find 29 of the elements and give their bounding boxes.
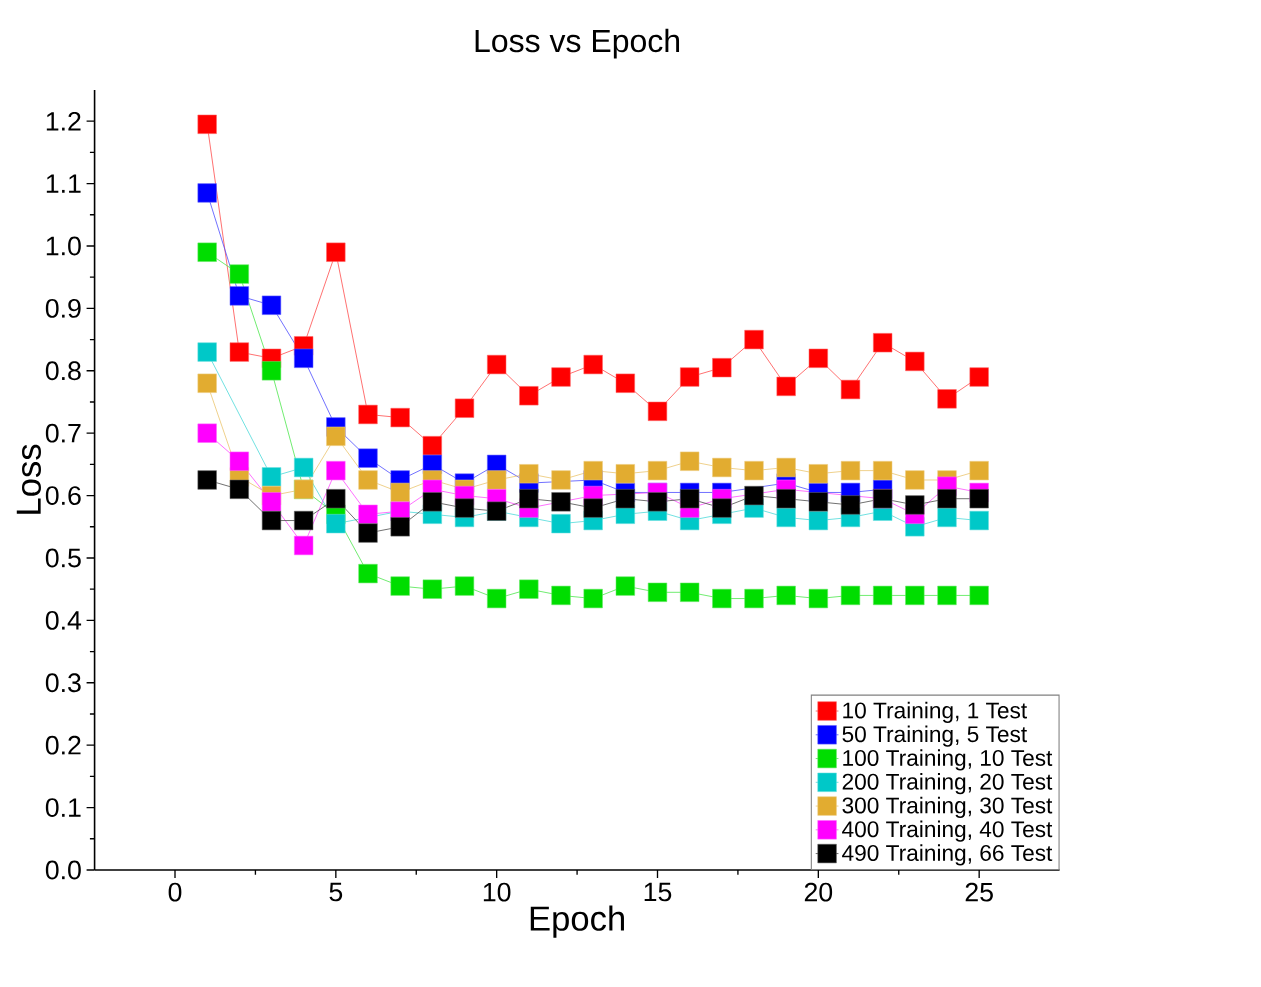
x-axis-title: Epoch	[530, 905, 624, 938]
x-tick-label: 25	[965, 882, 993, 902]
y-tick-label: 1.2	[46, 111, 81, 131]
chart-title: Loss vs Epoch	[475, 28, 680, 59]
y-tick-label: 0.6	[45, 486, 81, 506]
legend-label: 50 Training, 5 Test	[842, 725, 1027, 747]
y-tick-label: 1.1	[46, 174, 81, 193]
x-tick-label: 10	[483, 882, 511, 902]
y-tick-label: 0.5	[45, 548, 81, 568]
legend-label: 100 Training, 10 Test	[843, 749, 1053, 771]
legend-label: 490 Training, 66 Test	[842, 844, 1053, 866]
y-tick-label: 0.4	[45, 610, 82, 630]
y-tick-label: 1.0	[46, 236, 81, 256]
y-tick-label: 0.8	[45, 361, 81, 381]
y-tick-label: 0.2	[45, 735, 81, 755]
y-tick-label: 0.9	[45, 298, 81, 318]
legend-label: 200 Training, 20 Test	[842, 773, 1053, 795]
legend-label: 10 Training, 1 Test	[843, 701, 1027, 723]
y-tick-label: 0.7	[45, 423, 81, 443]
x-tick-label: 20	[804, 882, 833, 902]
y-axis-title: Loss	[16, 444, 41, 514]
x-tick-label: 0	[168, 882, 182, 902]
legend-label: 300 Training, 30 Test	[842, 796, 1053, 818]
x-tick-label: 15	[644, 882, 672, 902]
y-tick-label: 0.0	[45, 860, 81, 880]
y-tick-label: 0.3	[45, 673, 81, 693]
x-tick-label: 5	[329, 882, 343, 902]
y-tick-label: 0.1	[45, 798, 81, 818]
legend-label: 400 Training, 40 Test	[842, 820, 1053, 842]
